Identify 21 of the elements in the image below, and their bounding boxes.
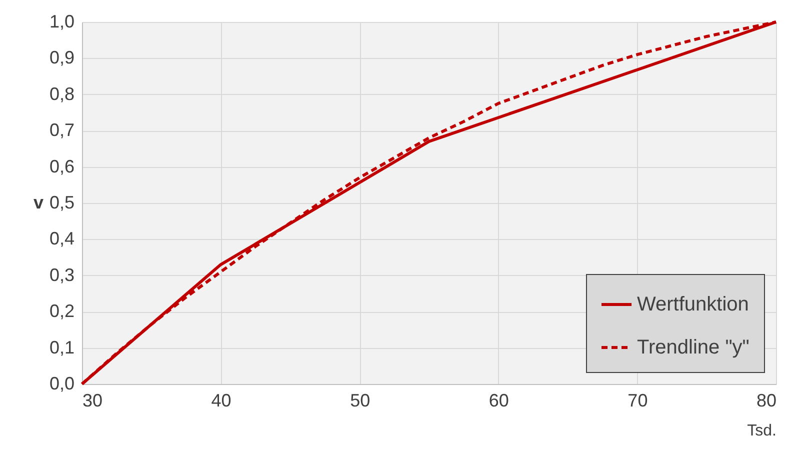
y-tick-label: 0,5 [49, 192, 74, 212]
y-tick-label: 0,6 [49, 156, 74, 176]
x-axis-title: Tsd. [747, 422, 776, 440]
y-tick-label: 0,8 [49, 84, 74, 104]
y-tick-label: 0,7 [49, 120, 74, 140]
legend-label: Trendline "y" [637, 336, 750, 358]
x-tick-label: 80 [756, 390, 776, 410]
x-tick-label: 40 [211, 390, 232, 410]
y-tick-label: 1,0 [49, 12, 74, 32]
y-tick-label: 0,2 [49, 301, 74, 322]
y-tick-label: 0,3 [49, 264, 74, 285]
y-tick-label: 0,9 [49, 48, 74, 68]
x-tick-label: 60 [488, 390, 509, 410]
x-tick-label: 70 [628, 390, 648, 410]
y-tick-label: 0,0 [49, 374, 74, 394]
y-axis-title: v [33, 192, 44, 212]
x-tick-label: 50 [350, 390, 370, 410]
legend-label: Wertfunktion [637, 294, 749, 316]
x-tick-label: 30 [82, 390, 103, 410]
y-tick-label: 0,1 [49, 337, 74, 358]
y-tick-label: 0,4 [49, 228, 74, 249]
